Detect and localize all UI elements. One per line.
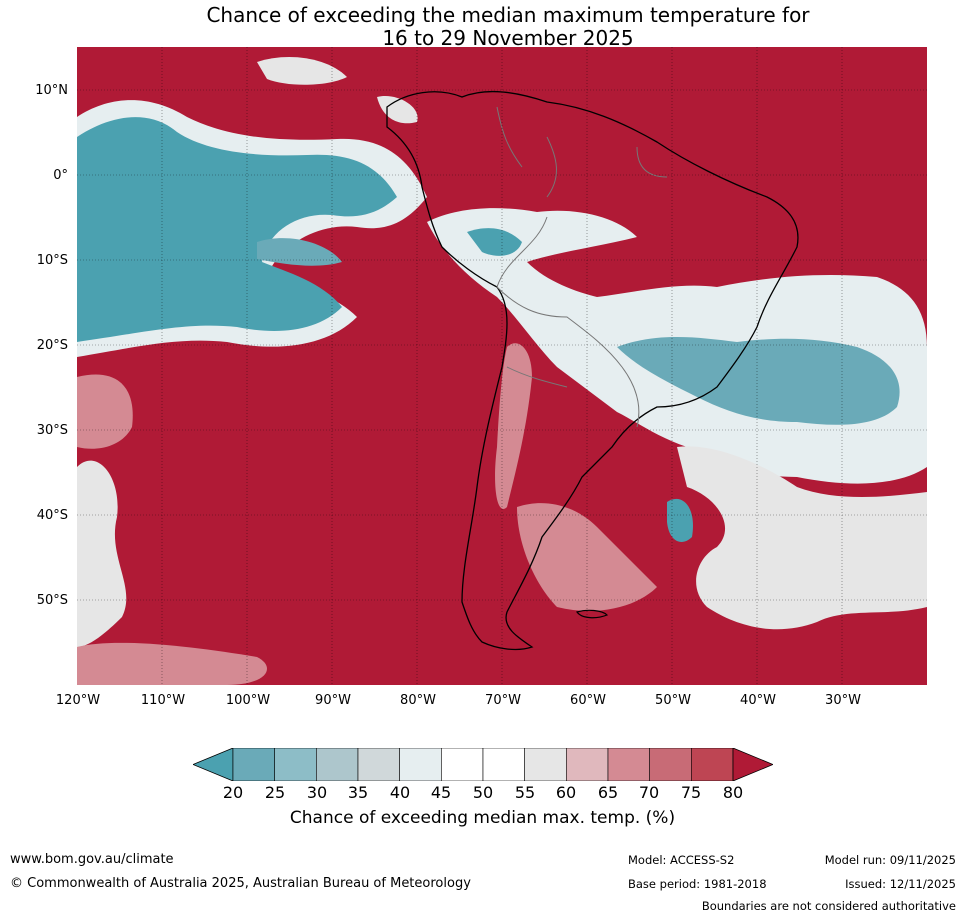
south-america-coastline — [386, 90, 799, 651]
lat-label-10n: 10°N — [35, 83, 68, 98]
copyright-text: © Commonwealth of Australia 2025, Austra… — [10, 876, 471, 891]
country-borders — [496, 106, 668, 428]
colorbar-segment — [482, 748, 525, 781]
atlantic-cool-patch — [667, 498, 693, 542]
model-run-date: Model run: 09/11/2025 — [824, 853, 956, 867]
peru-cool-region — [467, 228, 522, 256]
colorbar-tick-30: 30 — [306, 783, 328, 802]
colorbar-low-arrow — [193, 748, 234, 781]
colorbar-segment — [274, 748, 317, 781]
website-link[interactable]: www.bom.gov.au/climate — [10, 852, 174, 867]
colorbar-segment — [399, 748, 442, 781]
lat-label-30s: 30°S — [36, 423, 68, 438]
boundary-disclaimer: Boundaries are not considered authoritat… — [701, 899, 956, 913]
model-name: Model: ACCESS-S2 — [628, 853, 735, 867]
brazil-cool-region — [617, 337, 900, 425]
colorbar-tick-60: 60 — [555, 783, 577, 802]
colorbar-segment — [357, 748, 400, 781]
lon-label-120w: 120°W — [55, 693, 101, 708]
lon-label-90w: 90°W — [315, 693, 351, 708]
colorbar-tick-80: 80 — [722, 783, 744, 802]
colorbar-segment — [316, 748, 359, 781]
colorbar-segment — [232, 748, 275, 781]
colorbar-segment — [524, 748, 567, 781]
colorbar-segment — [649, 748, 692, 781]
base-period: Base period: 1981-2018 — [628, 877, 767, 891]
colorbar-segments — [232, 748, 734, 781]
lon-label-50w: 50°W — [655, 693, 691, 708]
colorbar-segment — [441, 748, 484, 781]
lat-label-0: 0° — [53, 168, 68, 183]
colorbar-high-arrow — [732, 748, 773, 781]
colorbar-tick-50: 50 — [472, 783, 494, 802]
north-coast-neutral — [377, 96, 418, 124]
colorbar-tick-55: 55 — [514, 783, 536, 802]
south-pacific-pink-1 — [77, 374, 133, 449]
colorbar-segment — [566, 748, 609, 781]
forecast-map[interactable] — [77, 47, 927, 685]
colorbar-tick-40: 40 — [389, 783, 411, 802]
lat-label-40s: 40°S — [36, 508, 68, 523]
colorbar-tick-45: 45 — [430, 783, 452, 802]
lat-label-10s: 10°S — [36, 253, 68, 268]
south-pacific-neutral-1 — [77, 460, 127, 647]
lon-label-40w: 40°W — [740, 693, 776, 708]
pacific-cool-streak — [257, 238, 342, 266]
lon-label-60w: 60°W — [570, 693, 606, 708]
colorbar-tick-20: 20 — [222, 783, 244, 802]
map-svg — [77, 47, 927, 685]
lon-label-80w: 80°W — [400, 693, 436, 708]
title-line-1: Chance of exceeding the median maximum t… — [206, 3, 810, 27]
colorbar-label: Chance of exceeding median max. temp. (%… — [289, 808, 676, 828]
colorbar-tick-75: 75 — [680, 783, 702, 802]
pacific-cool-tongue — [77, 117, 397, 342]
lon-label-100w: 100°W — [225, 693, 271, 708]
colorbar-tick-35: 35 — [347, 783, 369, 802]
colorbar-segment — [607, 748, 650, 781]
issued-date: Issued: 12/11/2025 — [845, 877, 956, 891]
falkland-islands — [576, 609, 609, 619]
colorbar — [193, 748, 773, 781]
andes-pink-strip — [495, 343, 532, 509]
title-line-2: 16 to 29 November 2025 — [382, 26, 634, 50]
south-atlantic-neutral — [677, 446, 927, 630]
south-pacific-pink-2 — [77, 642, 267, 685]
colorbar-tick-70: 70 — [638, 783, 660, 802]
caribbean-neutral — [257, 57, 347, 85]
lat-label-50s: 50°S — [36, 593, 68, 608]
colorbar-tick-65: 65 — [597, 783, 619, 802]
graticule — [77, 47, 927, 685]
colorbar-segment — [691, 748, 734, 781]
map-title: Chance of exceeding the median maximum t… — [0, 4, 965, 50]
lat-label-20s: 20°S — [36, 338, 68, 353]
lon-label-30w: 30°W — [825, 693, 861, 708]
lon-label-110w: 110°W — [140, 693, 186, 708]
colorbar-tick-25: 25 — [264, 783, 286, 802]
lon-label-70w: 70°W — [485, 693, 521, 708]
